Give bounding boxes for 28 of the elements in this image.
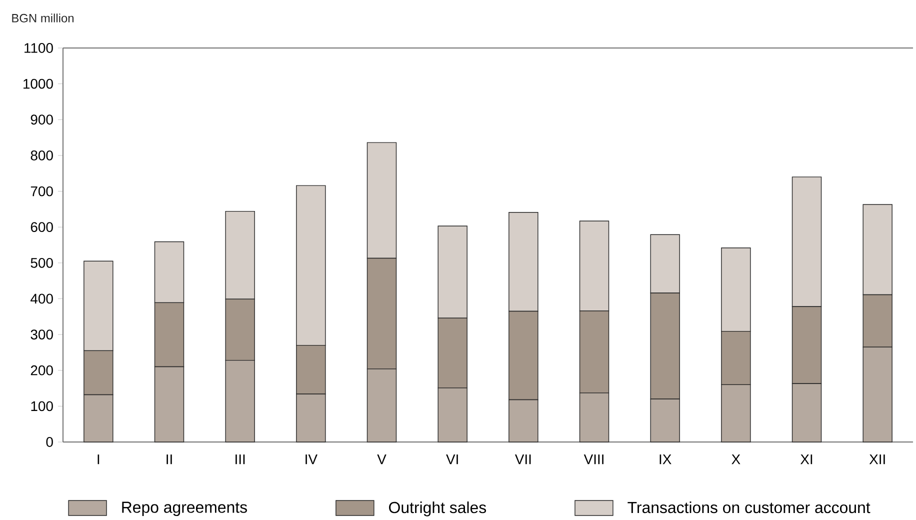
legend-label: Outright sales: [389, 501, 486, 516]
legend-label: Repo agreements: [122, 502, 247, 516]
x-tick-label: III: [236, 454, 245, 464]
y-tick-label: 300: [30, 330, 53, 340]
y-tick-label: 900: [30, 114, 53, 125]
y-tick-label: 1000: [24, 78, 53, 89]
y-tick-label: 800: [30, 150, 53, 160]
y-tick-label: 400: [30, 294, 53, 304]
x-tick-label: XI: [800, 454, 812, 464]
legend-label: Transactions on customer account: [628, 501, 870, 514]
x-tick-label: VI: [446, 454, 458, 464]
x-tick-label: IV: [306, 454, 318, 464]
x-tick-label: IX: [660, 454, 672, 464]
x-tick-label: VII: [514, 454, 531, 464]
y-axis-title: BGN million: [12, 14, 74, 22]
x-tick-label: I: [98, 454, 100, 464]
y-tick-label: 500: [30, 258, 53, 268]
x-tick-label: VIII: [584, 454, 604, 464]
y-tick-label: 0: [46, 437, 53, 447]
y-tick-label: 200: [30, 365, 53, 376]
y-tick-label: 700: [30, 186, 53, 196]
x-tick-label: V: [377, 454, 386, 464]
y-tick-label: 600: [30, 222, 53, 232]
x-tick-label: II: [166, 454, 172, 464]
x-tick-label: X: [732, 454, 740, 464]
y-tick-label: 100: [31, 401, 53, 412]
y-tick-label: 1100: [24, 43, 53, 53]
x-tick-label: XII: [869, 454, 885, 464]
